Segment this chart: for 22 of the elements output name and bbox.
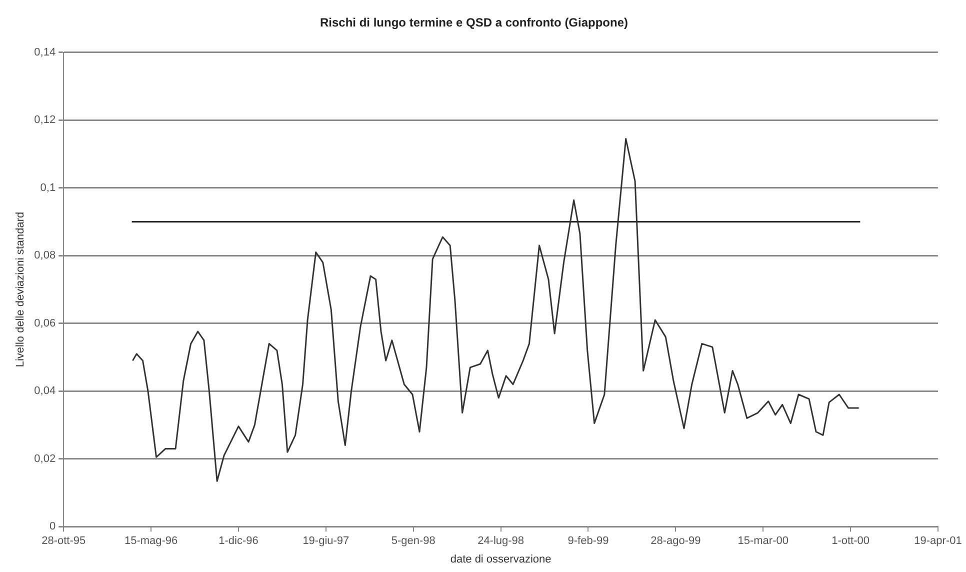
y-tick-label: 0,06 — [34, 317, 56, 330]
y-tick-label: 0,08 — [34, 250, 56, 262]
x-tick-label: 24-lug-98 — [478, 535, 524, 548]
x-axis-title: date di osservazione — [450, 553, 552, 566]
x-tick-label: 15-mar-00 — [738, 535, 788, 548]
y-tick-label: 0,1 — [40, 182, 56, 194]
x-tick-label: 9-feb-99 — [568, 535, 609, 548]
x-tick-label: 15-mag-96 — [124, 535, 178, 548]
x-tick-label: 28-ott-95 — [42, 535, 86, 548]
x-tick-label: 19-apr-01 — [914, 535, 962, 548]
y-tick-label: 0,02 — [34, 452, 56, 465]
y-tick-label: 0,12 — [34, 114, 56, 126]
x-tick-label: 28-ago-99 — [650, 535, 701, 548]
y-tick-label: 0 — [49, 520, 56, 533]
y-axis-title: Livello delle deviazioni standard — [14, 212, 27, 368]
x-tick-label: 19-giu-97 — [302, 535, 350, 548]
y-tick-label: 0,14 — [34, 46, 56, 58]
chart-title: Rischi di lungo termine e QSD a confronto (Giappone) — [320, 16, 628, 30]
x-tick-label: 5-gen-98 — [391, 535, 436, 548]
x-tick-label: 1-ott-00 — [832, 535, 870, 548]
y-tick-label: 0,04 — [34, 385, 56, 398]
x-tick-label: 1-dic-96 — [218, 535, 258, 548]
